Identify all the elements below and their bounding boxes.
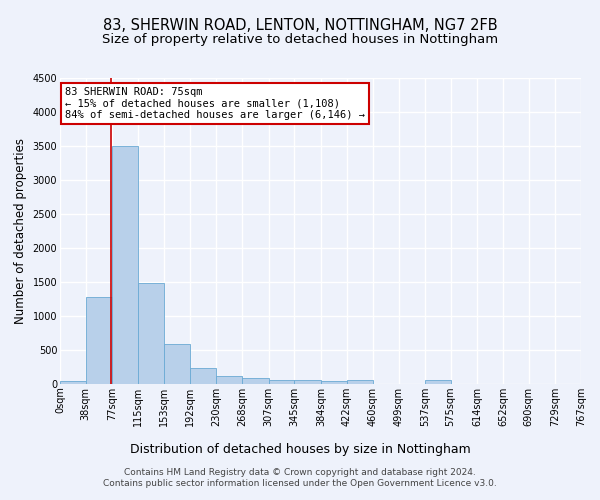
Bar	[347, 380, 373, 384]
Bar	[60, 381, 86, 384]
Bar	[86, 297, 112, 384]
Bar	[216, 376, 242, 384]
Text: Contains HM Land Registry data © Crown copyright and database right 2024.
Contai: Contains HM Land Registry data © Crown c…	[103, 468, 497, 487]
Bar	[321, 381, 347, 384]
Bar	[425, 380, 451, 384]
Text: 83, SHERWIN ROAD, LENTON, NOTTINGHAM, NG7 2FB: 83, SHERWIN ROAD, LENTON, NOTTINGHAM, NG…	[103, 18, 497, 32]
Bar	[295, 380, 321, 384]
Bar	[112, 146, 138, 384]
Text: Distribution of detached houses by size in Nottingham: Distribution of detached houses by size …	[130, 442, 470, 456]
Bar	[138, 283, 164, 384]
Bar	[242, 378, 269, 384]
Y-axis label: Number of detached properties: Number of detached properties	[14, 138, 27, 324]
Bar	[190, 368, 216, 384]
Bar	[164, 344, 190, 384]
Bar	[269, 380, 295, 384]
Text: Size of property relative to detached houses in Nottingham: Size of property relative to detached ho…	[102, 32, 498, 46]
Text: 83 SHERWIN ROAD: 75sqm
← 15% of detached houses are smaller (1,108)
84% of semi-: 83 SHERWIN ROAD: 75sqm ← 15% of detached…	[65, 87, 365, 120]
